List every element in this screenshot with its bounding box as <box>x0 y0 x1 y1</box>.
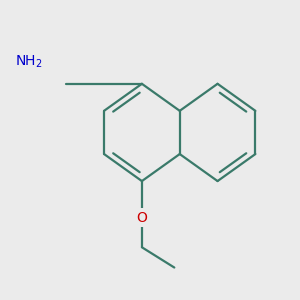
Text: NH$_2$: NH$_2$ <box>15 54 42 70</box>
Text: O: O <box>136 211 147 225</box>
